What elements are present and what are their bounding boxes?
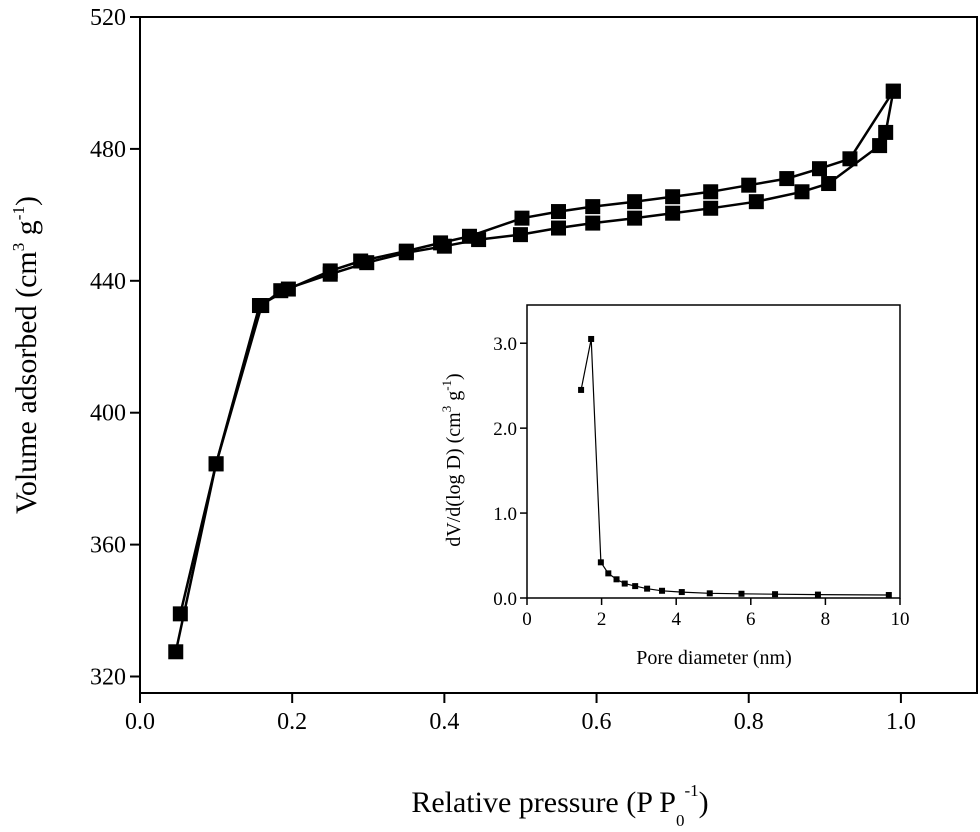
inset-x-tick-label: 0 — [522, 609, 532, 630]
main-x-tick-label: 0.8 — [734, 709, 764, 735]
inset-series-0-line — [580, 338, 889, 596]
inset-y-ticks: 0.0 1.0 2.0 3.0 — [493, 334, 527, 610]
main-data-point — [794, 184, 810, 200]
main-x-tick-label: 1.0 — [886, 709, 916, 735]
main-data-point — [168, 644, 184, 660]
inset-data-point — [588, 335, 595, 342]
inset-data-point — [678, 589, 685, 596]
main-data-point — [627, 210, 643, 226]
inset-plot-frame — [526, 304, 901, 599]
main-y-ticks: 320 360 400 440 480 520 — [90, 5, 140, 691]
inset-data-point — [706, 590, 713, 597]
main-y-tick-label: 520 — [90, 5, 126, 31]
inset-data-point — [772, 591, 779, 598]
inset-data-point — [814, 591, 821, 598]
main-data-point — [208, 456, 224, 472]
inset-x-tick-label: 8 — [821, 609, 831, 630]
main-x-tick-label: 0.0 — [125, 709, 155, 735]
inset-x-tick-label: 2 — [597, 609, 607, 630]
main-data-point — [842, 151, 858, 167]
inset-data-point — [597, 559, 604, 566]
inset-y-tick-label: 3.0 — [493, 334, 517, 355]
main-data-point — [585, 199, 601, 215]
inset-data-point — [578, 386, 585, 393]
main-data-point — [703, 200, 719, 216]
inset-series — [578, 335, 892, 599]
inset-data-point — [659, 587, 666, 594]
inset-x-tick-label: 4 — [671, 609, 681, 630]
inset-x-axis-title: Pore diameter (nm) — [636, 647, 792, 669]
main-data-point — [273, 283, 289, 299]
main-plot-frame — [139, 16, 978, 694]
main-data-point — [627, 194, 643, 210]
main-x-axis-title: Relative pressure (P P0-1) — [411, 781, 708, 830]
main-data-point — [821, 176, 837, 192]
inset-y-axis-title: dV/d(log D) (cm3 g-1) — [439, 373, 465, 546]
main-data-point — [811, 161, 827, 177]
inset-data-point — [885, 592, 892, 599]
main-y-axis-title: Volume adsorbed (cm3 g-1) — [9, 196, 43, 514]
inset-x-tick-label: 6 — [746, 609, 756, 630]
main-data-point — [471, 232, 487, 248]
main-data-point — [322, 266, 338, 282]
main-data-point — [665, 205, 681, 221]
main-series — [168, 83, 901, 660]
main-data-point — [551, 204, 566, 220]
main-data-point — [172, 606, 188, 622]
main-data-point — [779, 171, 795, 187]
main-data-point — [436, 238, 452, 254]
inset-x-ticks: 0 2 4 6 8 10 — [522, 598, 910, 630]
main-data-point — [665, 189, 681, 205]
main-data-point — [872, 138, 888, 154]
main-data-point — [359, 255, 375, 271]
main-data-point — [398, 245, 414, 261]
main-data-point — [748, 194, 764, 210]
inset-data-point — [613, 576, 620, 583]
main-series-1-line — [179, 90, 895, 615]
inset-y-tick-label: 1.0 — [493, 504, 517, 525]
main-data-point — [741, 177, 757, 193]
main-y-tick-label: 480 — [90, 137, 126, 163]
inset-x-tick-label: 10 — [891, 609, 910, 630]
main-data-point — [512, 227, 528, 243]
main-data-point — [878, 124, 894, 140]
inset-data-point — [738, 590, 745, 597]
inset-y-tick-label: 0.0 — [493, 589, 517, 610]
main-data-point — [885, 83, 901, 99]
inset-y-tick-label: 2.0 — [493, 419, 517, 440]
main-data-point — [551, 220, 566, 236]
main-data-point — [254, 298, 270, 314]
inset-data-point — [644, 585, 651, 592]
main-data-point — [703, 184, 719, 200]
inset-data-point — [605, 570, 612, 577]
main-x-tick-label: 0.4 — [429, 709, 459, 735]
main-y-tick-label: 400 — [90, 401, 126, 427]
inset-data-point — [621, 580, 628, 587]
main-data-point — [585, 215, 601, 231]
main-data-point — [514, 210, 530, 226]
main-x-tick-label: 0.2 — [277, 709, 307, 735]
main-y-tick-label: 360 — [90, 533, 126, 559]
main-x-tick-label: 0.6 — [582, 709, 612, 735]
inset-chart: 0 2 4 6 8 10 0.01.02.03.0 Pore diameter (nm) … — [439, 304, 910, 669]
main-y-tick-label: 440 — [90, 269, 126, 295]
main-y-tick-label: 320 — [90, 665, 126, 691]
main-x-ticks: 0.0 0.2 0.4 0.6 0.8 1.0 — [125, 693, 916, 735]
inset-data-point — [632, 583, 639, 590]
